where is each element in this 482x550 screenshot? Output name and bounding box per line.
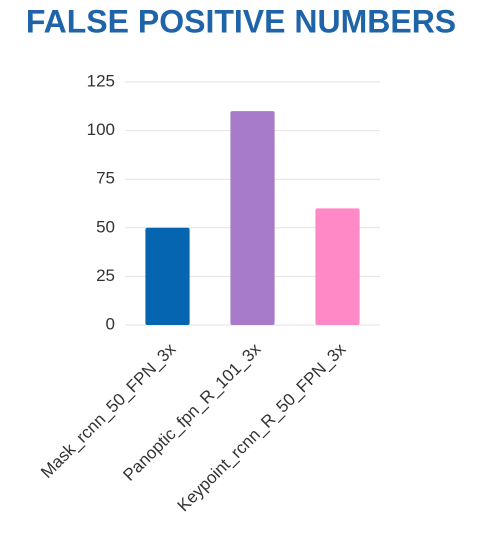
y-tick-label: 125 xyxy=(87,71,115,90)
y-tick-label: 100 xyxy=(87,120,115,139)
x-tick-label: Mask_rcnn_50_FPN_3x xyxy=(37,339,180,482)
y-tick-label: 75 xyxy=(96,169,115,188)
bar xyxy=(230,111,275,325)
bar xyxy=(145,227,190,325)
y-tick-label: 50 xyxy=(96,217,115,236)
bar xyxy=(315,208,360,325)
x-tick-label: Keypoint_rcnn_R_50_FPN_3x xyxy=(174,339,350,515)
y-tick-label: 25 xyxy=(96,266,115,285)
x-tick-label: Panoptic_fpn_R_101_3x xyxy=(119,339,264,484)
chart-title: FALSE POSITIVE NUMBERS xyxy=(26,3,456,39)
y-tick-label: 0 xyxy=(106,314,115,333)
